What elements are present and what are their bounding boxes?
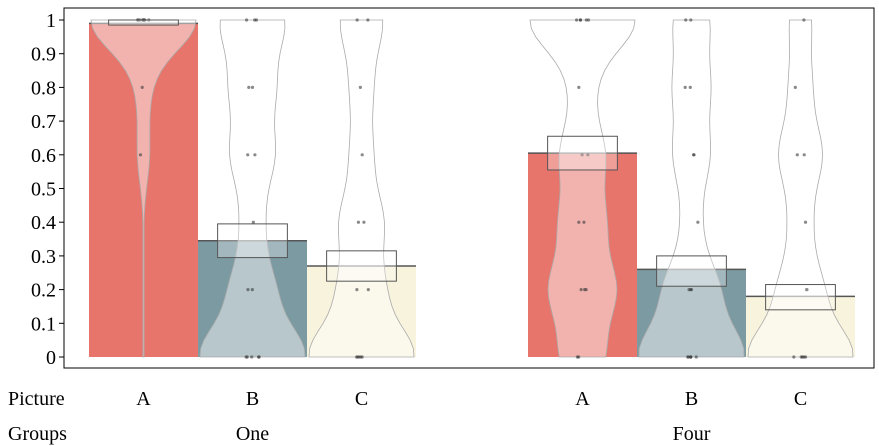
category-label: B <box>246 388 259 410</box>
violin-one-c <box>308 19 415 358</box>
data-point <box>138 153 143 157</box>
y-tick-label: 0.2 <box>31 280 56 302</box>
ci-box <box>326 250 397 282</box>
data-point <box>246 153 250 157</box>
data-point <box>694 355 698 359</box>
data-point <box>355 18 359 22</box>
y-tick-label: 0 <box>46 347 56 369</box>
data-point <box>689 288 694 292</box>
bar-four-c <box>746 296 855 357</box>
data-point <box>357 355 361 359</box>
groups-row-label: Groups <box>8 423 67 445</box>
data-point <box>795 153 799 157</box>
data-point <box>358 85 362 89</box>
data-point <box>577 355 581 359</box>
data-point <box>792 355 796 359</box>
y-tick-label: 0.7 <box>31 111 56 133</box>
y-axis: 0 0.1 0.2 0.3 0.4 0.5 0.6 0.7 0.8 0.9 1 <box>31 10 64 369</box>
data-point <box>580 153 584 157</box>
data-point <box>583 288 587 292</box>
data-point <box>247 85 251 89</box>
category-labels: Picture Groups A B C One A B C Four <box>8 388 807 445</box>
data-point <box>582 220 586 224</box>
data-point <box>250 355 254 359</box>
ci-box <box>765 284 836 311</box>
ci-box <box>108 19 179 26</box>
bars-layer <box>89 22 855 358</box>
y-tick-label: 0.3 <box>31 246 56 268</box>
data-point <box>356 220 361 224</box>
y-tick-label: 0.9 <box>31 44 56 66</box>
picture-row-label: Picture <box>8 388 65 410</box>
ci-box <box>656 255 727 287</box>
category-label: C <box>794 388 807 410</box>
violins-layer <box>90 19 854 358</box>
y-tick-label: 0.5 <box>31 179 56 201</box>
data-point <box>683 85 687 89</box>
violin-one-a <box>90 19 197 358</box>
data-point <box>804 288 809 292</box>
ci-box <box>217 223 288 259</box>
data-point <box>253 153 257 157</box>
y-tick-label: 0.6 <box>31 145 56 167</box>
data-point <box>360 153 364 157</box>
category-label: A <box>575 388 590 410</box>
data-point <box>257 355 261 359</box>
data-point <box>799 355 803 359</box>
data-point <box>578 18 583 22</box>
data-point <box>251 220 255 224</box>
points-layer <box>135 18 809 359</box>
data-point <box>586 153 590 157</box>
y-tick-label: 0.1 <box>31 313 56 335</box>
y-tick-label: 1 <box>46 10 56 32</box>
data-point <box>691 153 696 157</box>
data-point <box>246 288 250 292</box>
bar-four-a <box>528 153 637 357</box>
data-point <box>586 18 591 22</box>
data-point <box>355 288 359 292</box>
data-point <box>360 355 364 359</box>
confidence-boxes-layer <box>108 19 836 311</box>
data-point <box>696 220 700 224</box>
group-label: One <box>236 423 269 445</box>
y-tick-label: 0.8 <box>31 77 56 99</box>
ci-box <box>547 135 618 171</box>
data-point <box>688 85 692 89</box>
data-point <box>686 355 690 359</box>
data-point <box>689 355 693 359</box>
data-point <box>802 153 806 157</box>
category-label: B <box>685 388 698 410</box>
data-point <box>803 220 808 224</box>
data-point <box>577 85 581 89</box>
data-point <box>579 288 583 292</box>
violin-four-a <box>529 19 636 358</box>
data-point <box>355 355 359 359</box>
data-point <box>250 85 255 89</box>
data-point <box>366 288 370 292</box>
data-point <box>689 18 693 22</box>
violin-four-c <box>747 19 854 358</box>
category-label: A <box>136 388 151 410</box>
violin-four-b <box>638 19 745 358</box>
data-point <box>575 18 579 22</box>
data-point <box>140 85 144 89</box>
data-point <box>802 18 806 22</box>
group-label: Four <box>673 423 711 445</box>
data-point <box>684 18 688 22</box>
data-point <box>250 288 254 292</box>
violin-one-b <box>199 19 306 358</box>
bar-one-b <box>198 240 307 357</box>
data-point <box>253 18 257 22</box>
data-point <box>245 355 249 359</box>
data-point <box>366 18 370 22</box>
data-point <box>793 85 797 89</box>
data-point <box>577 220 581 224</box>
y-tick-label: 0.4 <box>31 212 56 234</box>
category-label: C <box>355 388 368 410</box>
data-point <box>244 18 249 22</box>
bar-one-a <box>89 23 198 358</box>
data-point <box>362 220 366 224</box>
